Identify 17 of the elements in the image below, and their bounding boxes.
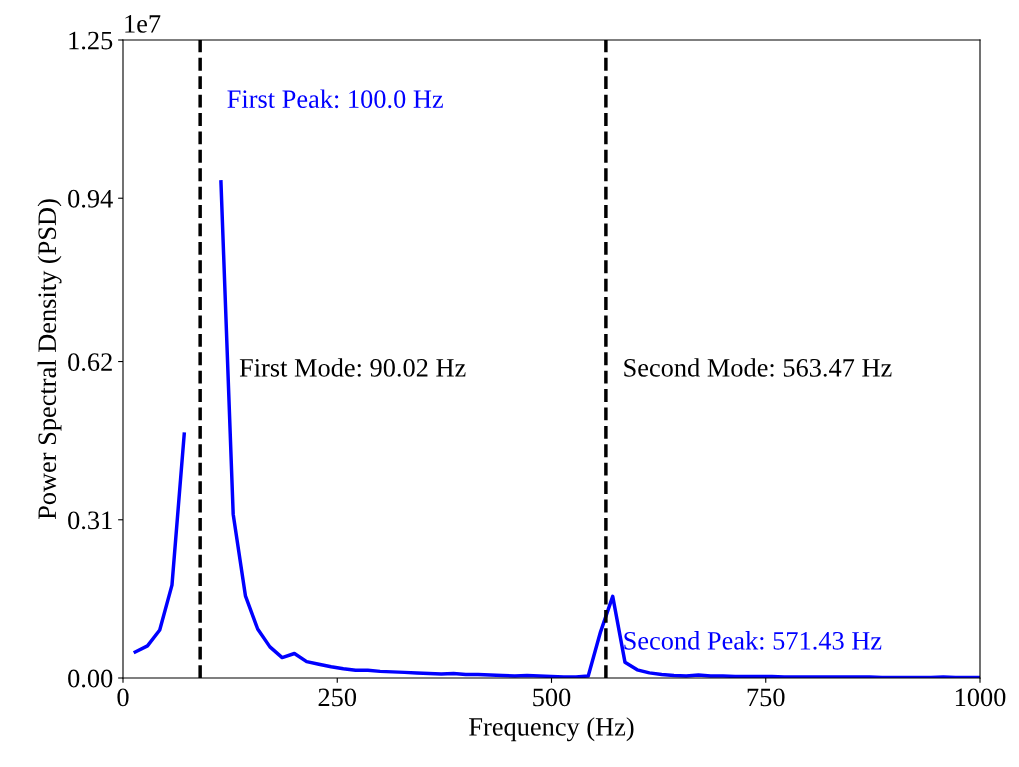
- y-tick-label: 0.94: [68, 189, 113, 208]
- y-axis-title: Power Spectral Density (PSD): [37, 199, 62, 520]
- y-tick-label: 0.00: [68, 669, 113, 688]
- x-axis-title: Frequency (Hz): [469, 717, 634, 742]
- y-tick-label: 0.62: [68, 353, 112, 372]
- ref-line-label: Second Mode: 563.47 Hz: [624, 358, 892, 377]
- y-tick-label: 0.31: [68, 511, 112, 530]
- x-tick-label: 0: [117, 688, 129, 707]
- ref-line-label: First Mode: 90.02 Hz: [239, 358, 466, 377]
- y-tick-label: 1.25: [69, 31, 113, 50]
- x-tick-label: 500: [533, 688, 571, 707]
- x-tick-label: 1000: [955, 688, 1006, 707]
- annotation: Second Peak: 571.43 Hz: [624, 631, 882, 650]
- x-tick-label: 750: [747, 688, 785, 707]
- text: 1e7: [125, 15, 161, 33]
- annotation: First Peak: 100.0 Hz: [227, 89, 443, 109]
- x-tick-label: 250: [318, 688, 357, 707]
